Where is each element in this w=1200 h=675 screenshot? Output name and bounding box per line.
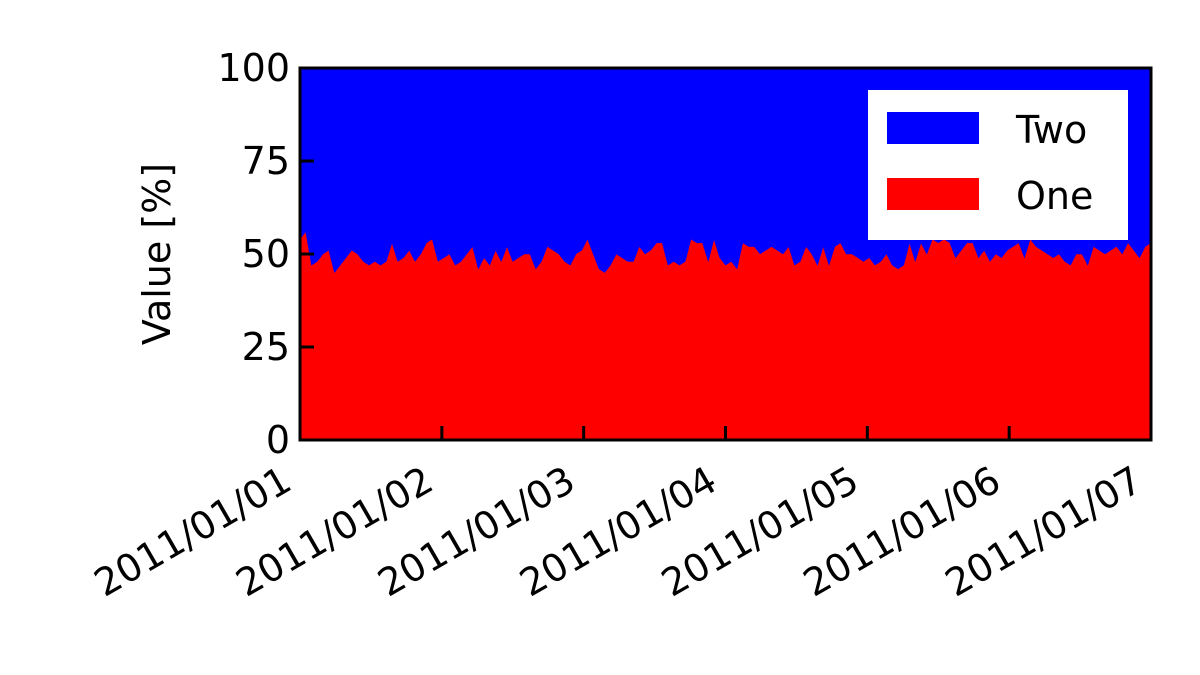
y-tick-label: 50 — [242, 232, 290, 276]
legend-label-one: One — [1016, 174, 1093, 218]
y-axis-label: Value [%] — [135, 163, 179, 345]
y-tick-label: 75 — [242, 139, 290, 183]
legend-swatch-two — [887, 112, 979, 144]
legend-swatch-one — [887, 178, 979, 210]
x-axis: 2011/01/012011/01/022011/01/032011/01/04… — [87, 426, 1153, 605]
y-tick-label: 100 — [217, 46, 290, 90]
legend-label-two: Two — [1015, 108, 1087, 152]
y-tick-label: 25 — [242, 325, 290, 369]
y-tick-label: 0 — [266, 418, 290, 462]
legend: Two One — [868, 90, 1128, 240]
y-axis: 0 25 50 75 100 — [217, 46, 314, 462]
